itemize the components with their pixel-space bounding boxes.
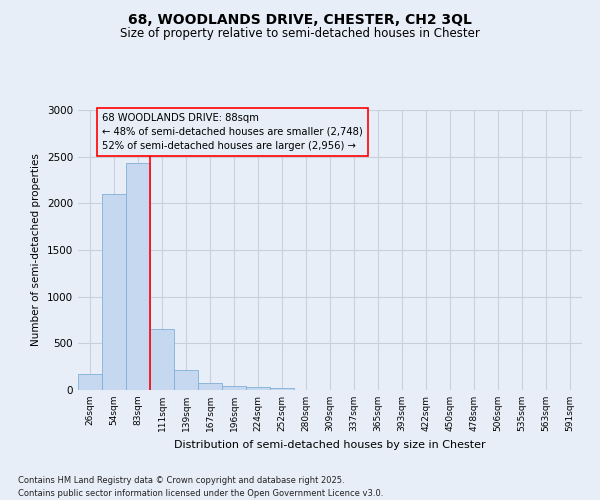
Y-axis label: Number of semi-detached properties: Number of semi-detached properties xyxy=(31,154,41,346)
Text: 68, WOODLANDS DRIVE, CHESTER, CH2 3QL: 68, WOODLANDS DRIVE, CHESTER, CH2 3QL xyxy=(128,12,472,26)
Bar xyxy=(102,194,126,390)
Bar xyxy=(126,163,150,390)
Text: 68 WOODLANDS DRIVE: 88sqm
← 48% of semi-detached houses are smaller (2,748)
52% : 68 WOODLANDS DRIVE: 88sqm ← 48% of semi-… xyxy=(103,113,363,151)
Bar xyxy=(198,382,222,390)
Bar xyxy=(222,386,246,390)
Text: Size of property relative to semi-detached houses in Chester: Size of property relative to semi-detach… xyxy=(120,28,480,40)
Bar xyxy=(270,388,294,390)
Bar xyxy=(174,370,198,390)
Text: Contains HM Land Registry data © Crown copyright and database right 2025.
Contai: Contains HM Land Registry data © Crown c… xyxy=(18,476,383,498)
X-axis label: Distribution of semi-detached houses by size in Chester: Distribution of semi-detached houses by … xyxy=(174,440,486,450)
Bar xyxy=(246,386,270,390)
Bar xyxy=(150,330,174,390)
Bar xyxy=(78,374,102,390)
